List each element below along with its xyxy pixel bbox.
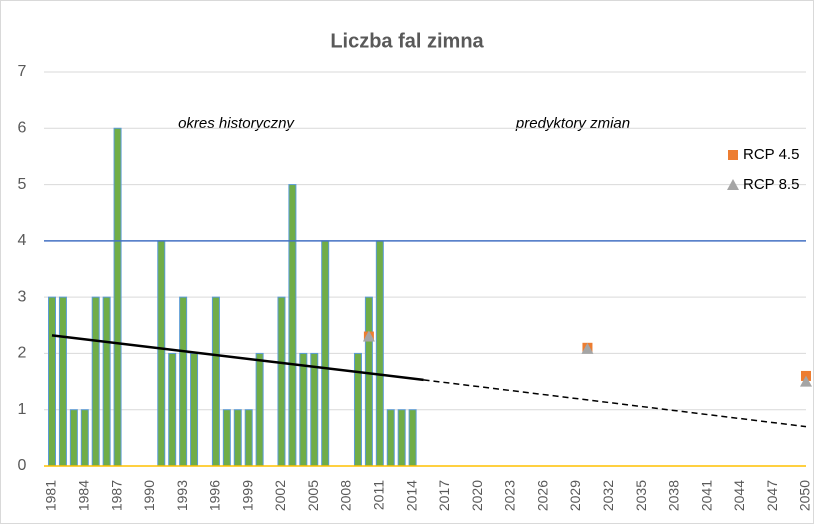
x-tick-label: 2008 xyxy=(338,480,354,511)
y-tick-label: 3 xyxy=(18,288,27,305)
trend-line xyxy=(51,334,424,382)
bar xyxy=(222,409,231,467)
bar xyxy=(299,352,308,467)
bar xyxy=(168,352,177,467)
bar xyxy=(48,296,56,467)
x-tick-label: 1999 xyxy=(239,480,255,511)
y-tick-label: 6 xyxy=(18,120,27,137)
bar xyxy=(255,352,264,467)
x-tick-label: 2011 xyxy=(371,480,387,510)
x-tick-label: 2029 xyxy=(567,480,583,511)
y-tick-label: 7 xyxy=(18,63,27,80)
marker xyxy=(362,330,375,342)
x-tick-label: 1984 xyxy=(75,480,91,511)
bar xyxy=(321,240,330,467)
x-tick-label: 2044 xyxy=(731,480,747,511)
x-tick-label: 2014 xyxy=(403,480,419,511)
legend-marker xyxy=(728,150,738,160)
x-tick-label: 1987 xyxy=(108,480,124,511)
bar xyxy=(91,296,100,467)
x-tick-label: 2026 xyxy=(534,480,550,511)
annotation: okres historyczny xyxy=(178,115,295,132)
x-tick-label: 2038 xyxy=(666,480,682,511)
bar xyxy=(179,296,188,467)
legend-label: RCP 8.5 xyxy=(743,176,799,193)
marker xyxy=(800,375,812,387)
legend-marker xyxy=(727,179,739,190)
x-tick-label: 2023 xyxy=(502,480,518,511)
x-tick-label: 2047 xyxy=(764,480,780,511)
x-tick-label: 1996 xyxy=(207,480,223,511)
bar xyxy=(233,409,242,467)
annotation: predyktory zmian xyxy=(515,115,630,132)
bar xyxy=(397,409,406,467)
x-tick-label: 2035 xyxy=(633,480,649,511)
x-tick-label: 2041 xyxy=(698,480,714,511)
x-tick-label: 2002 xyxy=(272,480,288,511)
x-tick-label: 1981 xyxy=(43,480,59,511)
chart-title: Liczba fal zimna xyxy=(330,30,484,52)
x-tick-label: 2020 xyxy=(469,480,485,511)
marker xyxy=(581,342,594,354)
x-tick-label: 1990 xyxy=(141,480,157,511)
bar xyxy=(58,296,67,467)
y-tick-label: 1 xyxy=(18,401,27,418)
trend-line xyxy=(423,379,807,428)
bar xyxy=(288,184,297,467)
bar xyxy=(310,352,319,467)
x-tick-label: 2005 xyxy=(305,480,321,511)
y-tick-label: 2 xyxy=(18,345,27,362)
bar xyxy=(102,296,111,467)
x-tick-label: 2017 xyxy=(436,480,452,511)
bar xyxy=(190,352,199,467)
bar xyxy=(157,240,166,467)
y-tick-label: 5 xyxy=(18,176,27,193)
bar xyxy=(277,296,286,467)
x-tick-label: 2050 xyxy=(797,480,813,511)
bar xyxy=(244,409,253,467)
bar xyxy=(211,296,220,467)
bar xyxy=(408,409,417,467)
bar xyxy=(375,240,384,467)
x-tick-label: 1993 xyxy=(174,480,190,511)
bar xyxy=(386,409,395,467)
bar xyxy=(113,127,122,467)
legend-label: RCP 4.5 xyxy=(743,146,799,163)
y-tick-label: 0 xyxy=(18,457,27,474)
bar xyxy=(80,409,89,467)
x-tick-label: 2032 xyxy=(600,480,616,511)
y-tick-label: 4 xyxy=(18,232,27,249)
bar xyxy=(69,409,78,467)
bar xyxy=(353,352,362,467)
bar xyxy=(364,296,373,467)
